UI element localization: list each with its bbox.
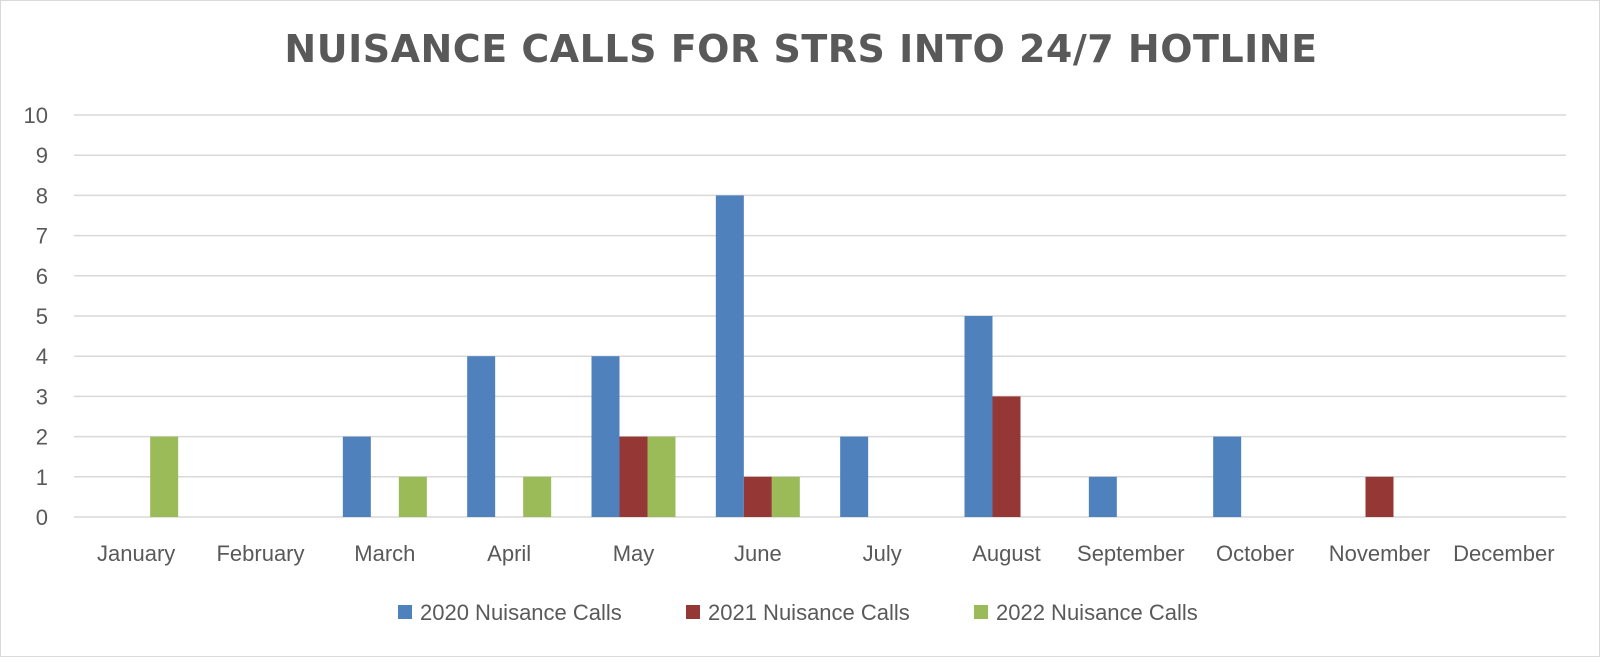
bar-2020-march [342, 436, 371, 517]
bar-2020-october [1213, 436, 1242, 517]
bar-2021-june [743, 476, 772, 517]
bar-2022-march [398, 476, 427, 517]
legend-label: 2020 Nuisance Calls [420, 600, 622, 625]
y-tick-label: 6 [36, 264, 48, 289]
bar-2020-june [715, 195, 744, 517]
x-tick-label: July [863, 541, 902, 566]
x-tick-label: January [97, 541, 175, 566]
legend: 2020 Nuisance Calls 2021 Nuisance Calls 20… [398, 600, 1198, 625]
y-tick-label: 2 [36, 425, 48, 450]
legend-swatch [398, 605, 412, 619]
x-tick-label: August [972, 541, 1041, 566]
x-tick-label: March [354, 541, 415, 566]
bar-2022-june [771, 476, 800, 517]
x-tick-label: June [734, 541, 782, 566]
y-tick-label: 8 [36, 183, 48, 208]
gridlines [74, 114, 1566, 518]
x-tick-label: February [216, 541, 304, 566]
y-tick-label: 1 [36, 465, 48, 490]
legend-label: 2022 Nuisance Calls [996, 600, 1198, 625]
chart-title: NUISANCE CALLS FOR STRS INTO 24/7 HOTLIN… [284, 27, 1318, 71]
y-tick-label: 3 [36, 384, 48, 409]
x-tick-label: May [613, 541, 655, 566]
x-tick-label: November [1329, 541, 1430, 566]
x-tick-label: April [487, 541, 531, 566]
x-tick-label: October [1216, 541, 1294, 566]
bar-2021-may [619, 436, 648, 517]
bar-2022-may [647, 436, 676, 517]
bar-2020-may [591, 356, 620, 517]
legend-swatch [686, 605, 700, 619]
bar-series [150, 195, 1394, 517]
bar-2022-april [523, 476, 552, 517]
bar-2020-july [840, 436, 869, 517]
bar-2020-april [467, 356, 496, 517]
legend-swatch [974, 605, 988, 619]
y-tick-label: 10 [24, 103, 48, 128]
x-axis-ticks: January February March April May June July Augu… [97, 541, 1555, 566]
y-tick-label: 7 [36, 224, 48, 249]
bar-2022-january [150, 436, 179, 517]
y-tick-label: 0 [36, 505, 48, 530]
y-tick-label: 5 [36, 304, 48, 329]
y-tick-label: 4 [36, 344, 48, 369]
bar-2021-august [992, 396, 1021, 517]
x-tick-label: December [1453, 541, 1554, 566]
bar-2020-september [1088, 476, 1117, 517]
x-tick-label: September [1077, 541, 1185, 566]
bar-2021-november [1365, 476, 1394, 517]
bar-2020-august [964, 316, 993, 517]
legend-label: 2021 Nuisance Calls [708, 600, 910, 625]
y-tick-label: 9 [36, 143, 48, 168]
y-axis-ticks: 0 1 2 3 4 5 6 7 8 9 10 [24, 103, 48, 530]
